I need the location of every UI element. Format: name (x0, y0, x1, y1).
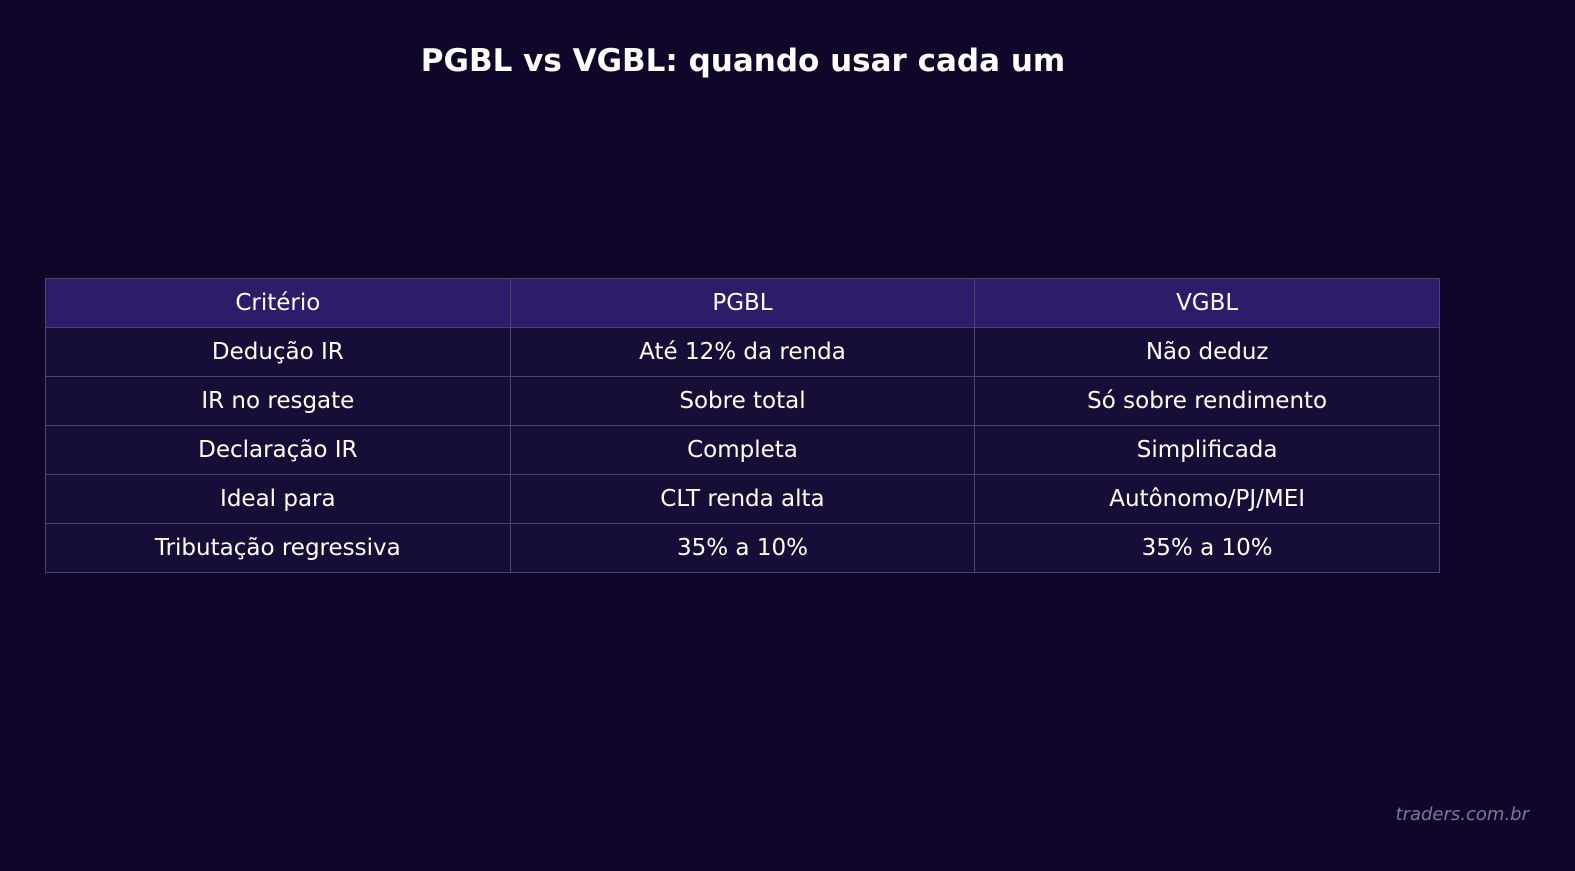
column-header-criterio: Critério (45, 278, 511, 328)
table-cell: Completa (509, 425, 976, 475)
table-cell: Sobre total (509, 376, 976, 426)
table-cell: Só sobre rendimento (974, 376, 1440, 426)
comparison-table: Critério PGBL VGBL Dedução IR Até 12% da… (45, 278, 1440, 573)
table-cell: Ideal para (45, 474, 511, 524)
table-row: IR no resgate Sobre total Só sobre rendi… (45, 376, 1440, 426)
table-row: Ideal para CLT renda alta Autônomo/PJ/ME… (45, 474, 1440, 524)
table-row: Dedução IR Até 12% da renda Não deduz (45, 327, 1440, 377)
column-header-pgbl: PGBL (509, 278, 976, 328)
table-cell: Autônomo/PJ/MEI (974, 474, 1440, 524)
page-title: PGBL vs VGBL: quando usar cada um (420, 43, 1066, 79)
table-header: Critério PGBL VGBL (45, 278, 1440, 328)
table-body: Dedução IR Até 12% da renda Não deduz IR… (45, 327, 1440, 573)
table-cell: Tributação regressiva (45, 523, 511, 573)
table-cell: Declaração IR (45, 425, 511, 475)
table-cell: 35% a 10% (509, 523, 976, 573)
table-cell: Não deduz (974, 327, 1440, 377)
table-cell: CLT renda alta (509, 474, 976, 524)
watermark: traders.com.br (1395, 804, 1529, 825)
table-row: Tributação regressiva 35% a 10% 35% a 10… (45, 523, 1440, 573)
table-cell: Até 12% da renda (509, 327, 976, 377)
column-header-vgbl: VGBL (974, 278, 1440, 328)
table-cell: IR no resgate (45, 376, 511, 426)
header-row: Critério PGBL VGBL (45, 278, 1440, 328)
table-cell: 35% a 10% (974, 523, 1440, 573)
table-row: Declaração IR Completa Simplificada (45, 425, 1440, 475)
table-cell: Dedução IR (45, 327, 511, 377)
table-cell: Simplificada (974, 425, 1440, 475)
